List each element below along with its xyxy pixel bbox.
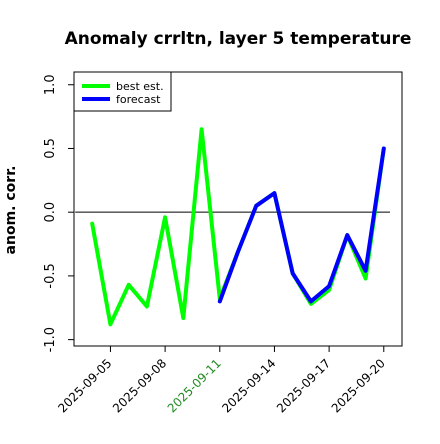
series-group <box>90 127 386 327</box>
x-tick-label: 2025-09-20 <box>329 356 388 415</box>
legend-label: best est. <box>116 80 164 93</box>
x-tick-label: 2025-09-11 <box>165 356 224 415</box>
legend-box <box>73 71 172 112</box>
y-tick-label: 0.5 <box>43 138 58 159</box>
y-tick-label: 0.0 <box>43 202 58 223</box>
x-tick-label: 2025-09-14 <box>219 356 278 415</box>
x-tick-label: 2025-09-17 <box>274 356 333 415</box>
x-axis: 2025-09-052025-09-082025-09-112025-09-14… <box>55 346 388 415</box>
y-axis: -1.0 -0.5 0.0 0.5 1.0 <box>43 74 74 352</box>
chart-title: Anomaly crrltn, layer 5 temperature <box>65 29 412 49</box>
y-tick-label: -0.5 <box>43 263 58 288</box>
y-tick-label: 1.0 <box>43 74 58 95</box>
legend-label: forecast <box>116 93 161 106</box>
x-tick-label: 2025-09-08 <box>110 356 169 415</box>
forecast-series-line <box>217 146 386 304</box>
legend: best est.forecast <box>73 71 172 112</box>
best-est-series-line <box>90 127 386 327</box>
y-tick-label: -1.0 <box>43 327 58 352</box>
plot-area <box>73 71 403 347</box>
x-tick-label: 2025-09-05 <box>55 356 114 415</box>
y-axis-label: anom. corr. <box>3 166 19 255</box>
